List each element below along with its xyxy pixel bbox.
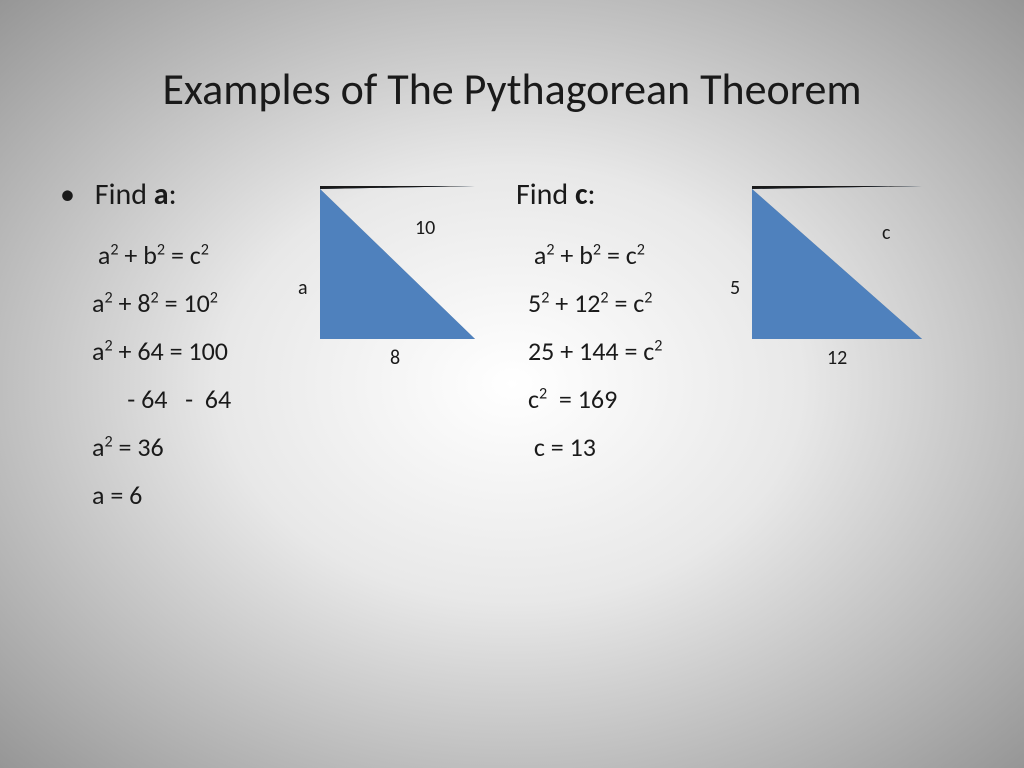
equation-step: c2 = 169 xyxy=(528,375,964,423)
equation-step: c = 13 xyxy=(528,423,964,471)
triangle-right-label-a: 5 xyxy=(730,276,740,300)
prompt-right-suffix: : xyxy=(588,176,596,213)
example-right: Find c: a2 + b2 = c252 + 122 = c225 + 14… xyxy=(512,176,964,520)
triangle-left-wrap: a 8 10 xyxy=(320,186,475,339)
triangle-right-label-b: 12 xyxy=(827,346,847,370)
prompt-right-var: c xyxy=(575,176,588,213)
triangle-right xyxy=(752,186,922,339)
triangle-left xyxy=(320,186,475,339)
triangle-left-label-c: 10 xyxy=(415,216,435,240)
prompt-left-var: a xyxy=(154,176,169,213)
content-area: Find a: a2 + b2 = c2a2 + 82 = 102a2 + 64… xyxy=(0,116,1024,520)
triangle-left-label-b: 8 xyxy=(390,346,400,370)
prompt-left-prefix: Find xyxy=(95,176,154,213)
equation-step: - 64 - 64 xyxy=(92,375,512,423)
slide-title: Examples of The Pythagorean Theorem xyxy=(0,0,1024,116)
prompt-right-prefix: Find xyxy=(516,176,575,213)
triangle-right-wrap: 5 12 c xyxy=(752,186,922,339)
prompt-left-suffix: : xyxy=(169,176,177,213)
triangle-right-label-c: c xyxy=(882,221,890,245)
equation-step: a2 = 36 xyxy=(92,423,512,471)
equation-step: a = 6 xyxy=(92,471,512,519)
example-left: Find a: a2 + b2 = c2a2 + 82 = 102a2 + 64… xyxy=(60,176,512,520)
triangle-left-label-a: a xyxy=(298,276,308,300)
